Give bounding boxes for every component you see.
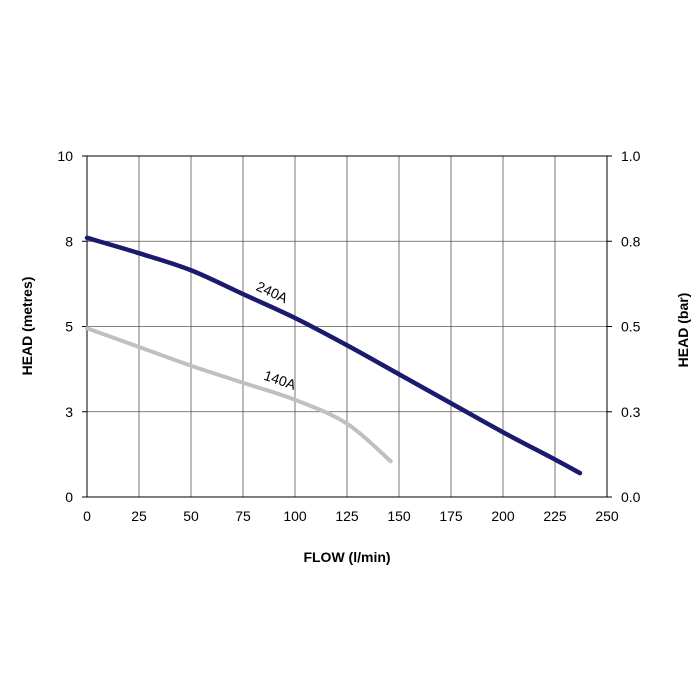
x-axis-title: FLOW (l/min) [303,549,390,565]
y-tick-label: 5 [65,319,73,335]
y2-tick-label: 0.8 [621,233,641,249]
y-tick-label: 10 [57,148,73,164]
y-tick-label: 0 [65,489,73,505]
x-tick-label: 100 [283,508,307,524]
y2-tick-label: 1.0 [621,148,641,164]
x-tick-label: 200 [491,508,515,524]
series-line-140a [85,326,393,464]
x-tick-label: 125 [335,508,359,524]
y2-tick-label: 0.0 [621,489,641,505]
x-tick-label: 0 [83,508,91,524]
y-tick-label: 3 [65,404,73,420]
x-tick-label: 50 [183,508,199,524]
x-tick-label: 75 [235,508,251,524]
x-tick-label: 150 [387,508,411,524]
x-tick-label: 250 [595,508,619,524]
y-axis-title: HEAD (metres) [19,277,35,376]
x-tick-label: 175 [439,508,463,524]
tick-labels: 0 25 50 75 100 125 150 175 200 225 250 0 3 5 8 10 0.0 0.3… [57,148,640,524]
y2-axis-title: HEAD (bar) [675,293,691,368]
y2-tick-label: 0.5 [621,319,641,335]
y2-tick-label: 0.3 [621,404,641,420]
y-tick-label: 8 [65,233,73,249]
x-tick-label: 25 [131,508,147,524]
series-line-240a [84,235,583,476]
x-tick-label: 225 [543,508,567,524]
series-lines [84,235,583,476]
